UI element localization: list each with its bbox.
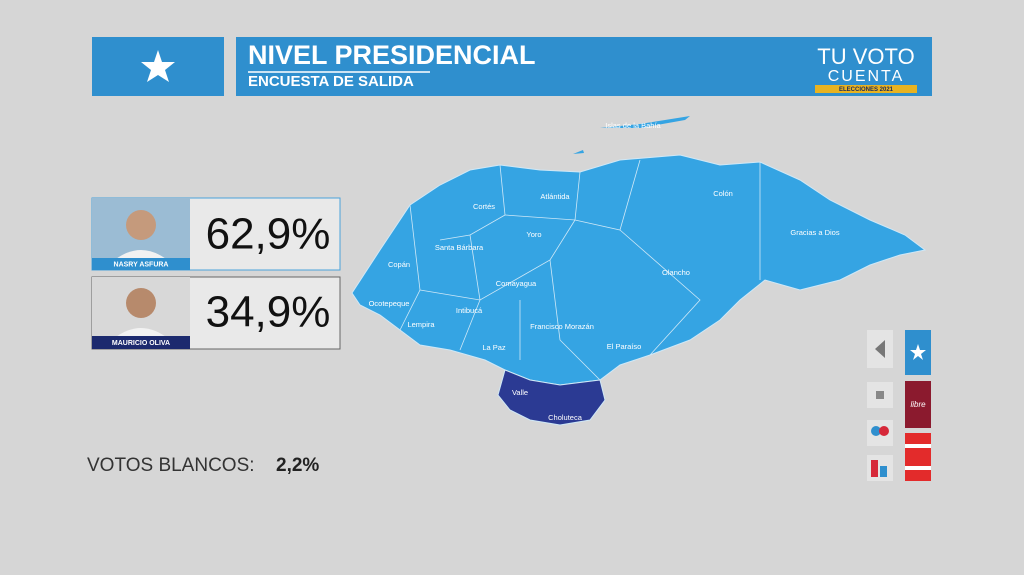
map-label: Atlántida [540, 192, 570, 201]
map-label: Choluteca [548, 413, 583, 422]
map-label: La Paz [482, 343, 506, 352]
map-label: Valle [512, 388, 528, 397]
chart-icon [880, 466, 887, 477]
name-band [92, 336, 190, 349]
islands [600, 116, 690, 128]
map-label: El Paraíso [607, 342, 642, 351]
candidate-result: 34,9% [206, 288, 331, 337]
flag-stripe [905, 466, 931, 470]
logo-band [815, 85, 917, 93]
subtitle: ENCUESTA DE SALIDA [248, 73, 414, 90]
name-band [92, 258, 190, 270]
candidate-result: 62,9% [206, 210, 331, 259]
map-label: Colón [713, 189, 733, 198]
map-label: Cortés [473, 202, 495, 211]
map-label: Intibucá [456, 306, 483, 315]
photo-head [126, 210, 156, 240]
map-label: Gracias a Dios [790, 228, 839, 237]
party-button[interactable] [905, 381, 931, 428]
map-region [351, 154, 927, 386]
map-label: Ocotepeque [369, 299, 410, 308]
map-label: Santa Bárbara [435, 243, 484, 252]
party-label: libre [910, 400, 926, 409]
people-icon [879, 426, 889, 436]
candidate-name: MAURICIO OLIVA [112, 340, 170, 347]
blank-votes-result: 2,2% [276, 455, 319, 476]
back-arrow [875, 340, 885, 358]
star [910, 344, 926, 360]
map-label: Comayagua [496, 279, 537, 288]
blank-votes-label: VOTOS BLANCOS: [87, 455, 255, 476]
stop-icon [876, 391, 884, 399]
chart-icon [871, 460, 878, 477]
people-icon [871, 426, 881, 436]
logo-line3: ELECCIONES 2021 [839, 87, 894, 93]
logo-line2: CUENTA [828, 68, 905, 85]
map-label: Francisco Morazán [530, 322, 594, 331]
map-label: Olancho [662, 268, 690, 277]
department-borders [399, 159, 761, 381]
map: Islas de la Bahía Atlántida Colón Cortés… [351, 116, 927, 426]
title: NIVEL PRESIDENCIAL [248, 40, 536, 70]
flag-stripe [905, 444, 931, 448]
photo-head [126, 288, 156, 318]
map-label: Lempira [407, 320, 435, 329]
map-label: Copán [388, 260, 410, 269]
map-label: Yoro [526, 230, 541, 239]
logo-line1: TU VOTO [817, 44, 914, 69]
map-region-dark [497, 369, 606, 426]
candidate-name: NASRY ASFURA [114, 261, 169, 268]
islands [573, 150, 584, 154]
star [141, 50, 175, 82]
map-label: Islas de la Bahía [605, 121, 661, 130]
